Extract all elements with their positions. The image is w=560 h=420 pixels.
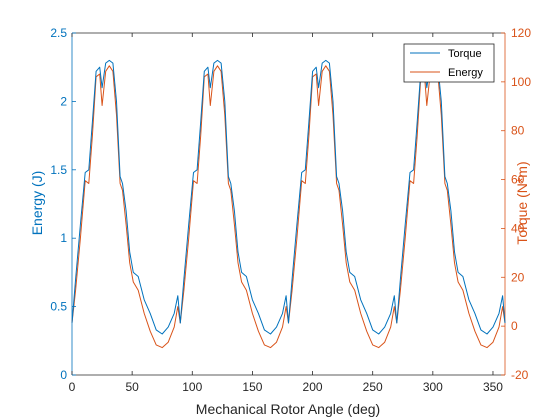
left-y-tick-label: 2 xyxy=(60,94,67,108)
x-tick-label: 250 xyxy=(363,380,383,394)
right-y-tick-label: 100 xyxy=(511,75,531,89)
right-y-axis-title: Torque (N*m) xyxy=(514,161,530,244)
legend-label-torque: Torque xyxy=(448,48,482,60)
x-axis-ticks: 0 50 100 150 200 250 300 350 xyxy=(69,33,503,394)
right-y-tick-label: 0 xyxy=(511,319,518,333)
left-y-tick-label: 0.5 xyxy=(50,300,67,314)
right-y-tick-label: 40 xyxy=(511,221,525,235)
x-tick-label: 150 xyxy=(242,380,262,394)
legend: Torque Energy xyxy=(403,43,495,83)
series-layer xyxy=(71,59,506,349)
x-tick-label: 0 xyxy=(69,380,76,394)
legend-box xyxy=(403,43,495,83)
left-y-tick-label: 1 xyxy=(60,231,67,245)
left-y-axis-ticks: 0 0.5 1 1.5 2 2.5 xyxy=(50,26,76,382)
right-y-tick-label: 60 xyxy=(511,173,525,187)
left-y-tick-label: 2.5 xyxy=(50,26,67,40)
left-y-tick-label: 1.5 xyxy=(50,163,67,177)
right-y-tick-label: -20 xyxy=(511,368,529,382)
x-tick-label: 50 xyxy=(125,380,139,394)
series-line-energy xyxy=(71,65,506,349)
x-tick-label: 200 xyxy=(303,380,323,394)
x-axis-title: Mechanical Rotor Angle (deg) xyxy=(196,401,380,417)
right-y-axis-ticks: -20 0 20 40 60 80 100 120 xyxy=(501,26,531,382)
x-tick-label: 300 xyxy=(423,380,443,394)
right-y-tick-label: 120 xyxy=(511,26,531,40)
legend-label-energy: Energy xyxy=(448,67,483,79)
left-y-axis-title: Energy (J) xyxy=(29,171,45,236)
right-y-tick-label: 80 xyxy=(511,124,525,138)
left-y-tick-label: 0 xyxy=(60,368,67,382)
x-tick-label: 100 xyxy=(182,380,202,394)
x-tick-label: 350 xyxy=(483,380,503,394)
right-y-tick-label: 20 xyxy=(511,270,525,284)
